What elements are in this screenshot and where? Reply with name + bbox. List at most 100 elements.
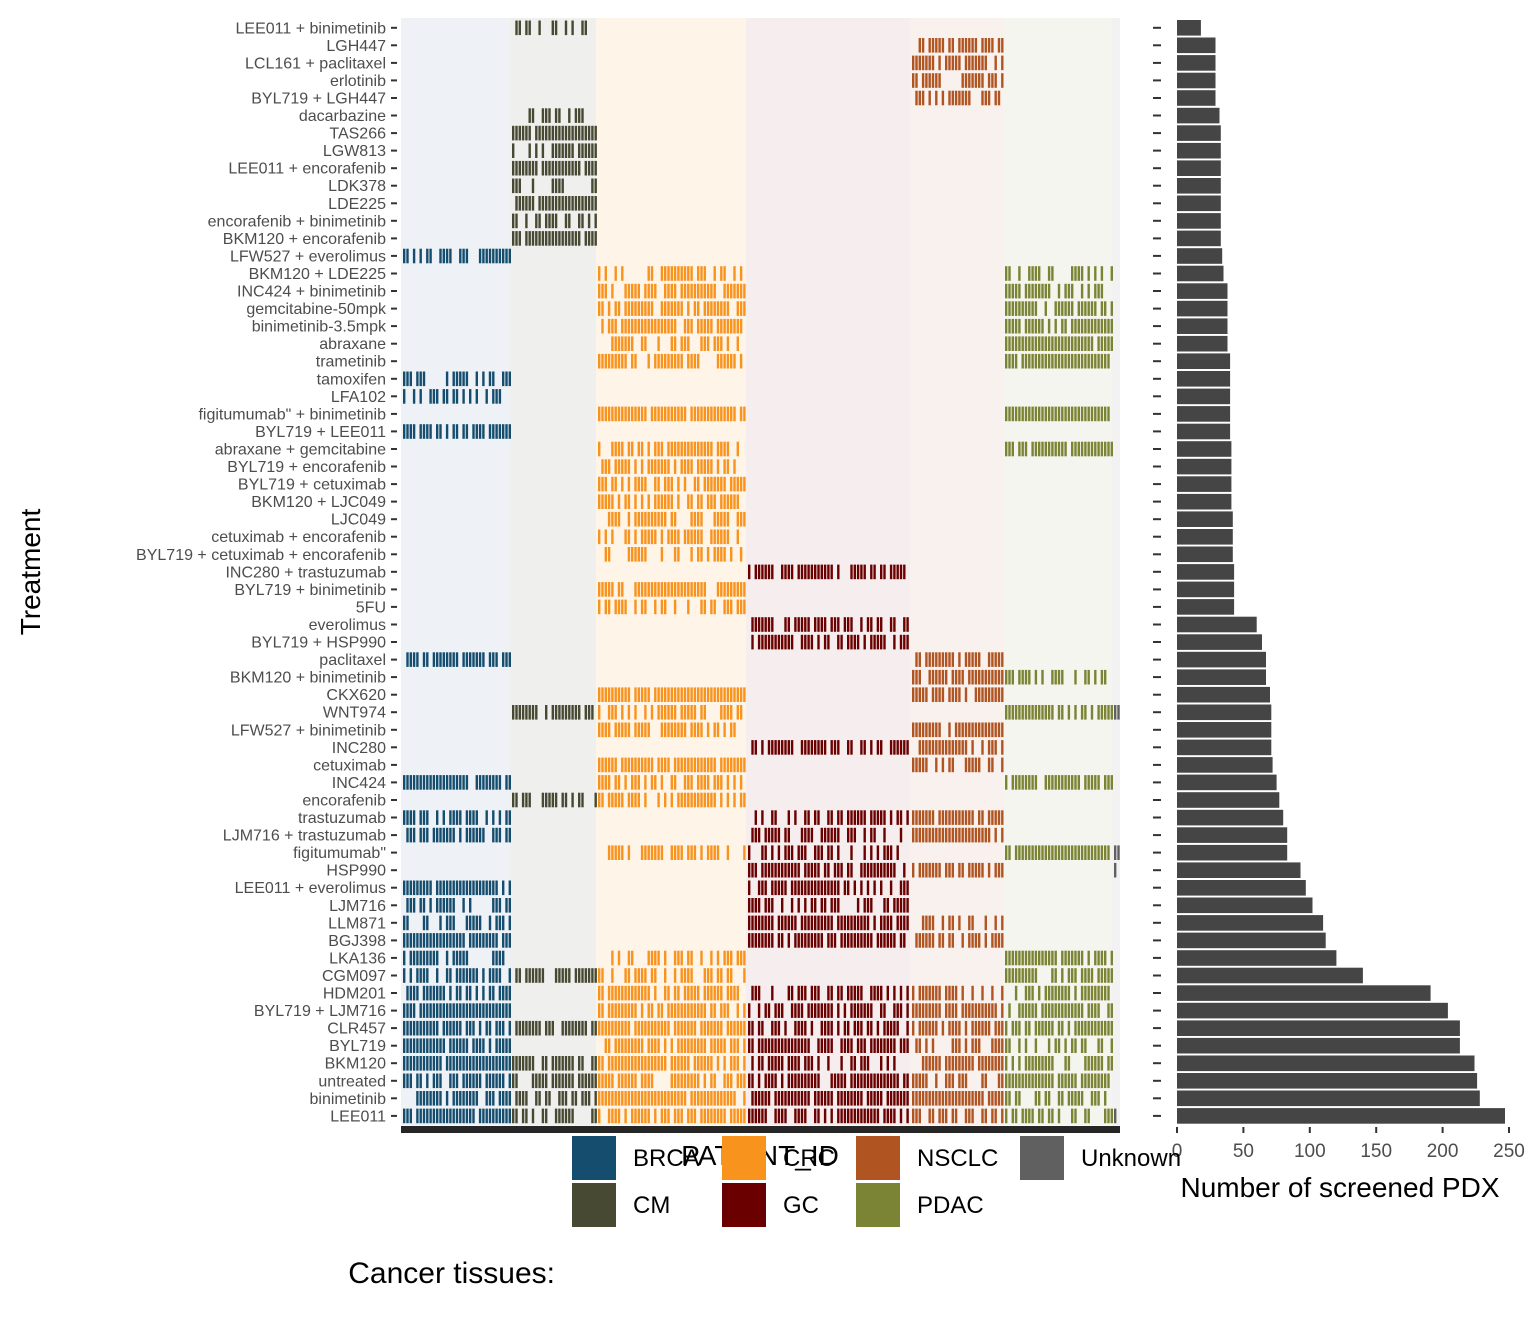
heatmap-cell xyxy=(409,1056,412,1071)
bar-x-tick-label: 250 xyxy=(1493,1141,1525,1162)
heatmap-cell xyxy=(436,775,439,790)
heatmap-cell xyxy=(611,757,614,773)
heatmap-cell xyxy=(978,722,981,738)
treatment-label: HDM201 xyxy=(323,986,386,1003)
heatmap-cell xyxy=(581,968,584,983)
heatmap-cell xyxy=(1051,441,1054,457)
heatmap-cell xyxy=(419,810,422,825)
heatmap-cell xyxy=(918,985,921,1001)
heatmap-cell xyxy=(584,143,587,158)
heatmap-cell xyxy=(710,1108,713,1124)
heatmap-cell xyxy=(1041,441,1044,457)
heatmap-cell xyxy=(730,582,733,597)
heatmap-cell xyxy=(889,564,893,580)
heatmap-cell xyxy=(820,740,823,755)
heatmap-cell xyxy=(657,459,660,474)
heatmap-cell xyxy=(465,1056,469,1071)
heatmap-cell xyxy=(670,301,673,316)
heatmap-cell xyxy=(627,511,631,527)
heatmap-cell xyxy=(1097,318,1100,334)
heatmap-cell xyxy=(954,669,958,685)
heatmap-cell xyxy=(624,529,627,545)
heatmap-cell xyxy=(528,143,531,158)
heatmap-cell xyxy=(650,757,654,773)
heatmap-cell xyxy=(860,862,863,878)
heatmap-cell xyxy=(700,1003,703,1018)
heatmap-cell xyxy=(627,1091,631,1106)
heatmap-cell xyxy=(442,880,445,896)
heatmap-cell xyxy=(906,898,909,913)
heatmap-cell xyxy=(502,424,505,439)
heatmap-cell xyxy=(1094,283,1097,299)
heatmap-cell xyxy=(1014,406,1018,422)
heatmap-cell xyxy=(1034,1020,1038,1036)
heatmap-cell xyxy=(987,38,991,53)
heatmap-cell xyxy=(850,845,853,860)
heatmap-cell xyxy=(512,213,515,229)
heatmap-cell xyxy=(1011,669,1014,685)
heatmap-cell xyxy=(994,73,997,88)
heatmap-cell xyxy=(667,1091,670,1106)
heatmap-cell xyxy=(564,213,568,229)
heatmap-cell xyxy=(624,1108,627,1124)
heatmap-cell xyxy=(817,634,820,650)
heatmap-cell xyxy=(1080,968,1084,983)
bar-x-tick-label: 200 xyxy=(1427,1141,1459,1162)
heatmap-cell xyxy=(1094,301,1097,316)
heatmap-cell xyxy=(997,90,1001,106)
heatmap-cell xyxy=(961,933,964,948)
heatmap-cell xyxy=(751,617,754,632)
heatmap-cell xyxy=(1028,406,1031,422)
heatmap-cell xyxy=(850,985,853,1001)
heatmap-cell xyxy=(1051,1056,1054,1071)
heatmap-cell xyxy=(1094,318,1097,334)
heatmap-cell xyxy=(551,705,554,720)
heatmap-cell xyxy=(847,634,850,650)
heatmap-cell xyxy=(657,792,660,808)
heatmap-cell xyxy=(455,371,459,387)
heatmap-cell xyxy=(422,1003,426,1018)
heatmap-cell xyxy=(564,143,568,158)
heatmap-cell xyxy=(455,933,459,948)
heatmap-cell xyxy=(515,792,518,808)
heatmap-cell xyxy=(928,722,931,738)
heatmap-cell xyxy=(700,687,703,702)
heatmap-cell xyxy=(1038,1020,1041,1036)
heatmap-cell xyxy=(528,20,531,36)
heatmap-cell xyxy=(1074,985,1077,1001)
heatmap-cell xyxy=(465,880,469,896)
heatmap-cell xyxy=(640,511,644,527)
heatmap-cell xyxy=(578,231,581,246)
heatmap-cell xyxy=(1008,441,1011,457)
heatmap-cell xyxy=(584,1073,587,1089)
heatmap-cell xyxy=(710,406,713,422)
heatmap-cell xyxy=(1087,266,1090,281)
heatmap-cell xyxy=(733,318,736,334)
treatment-label: BGJ398 xyxy=(328,933,386,950)
heatmap-cell xyxy=(482,1038,485,1053)
heatmap-cell xyxy=(1057,1073,1061,1089)
heatmap-cell xyxy=(912,827,915,843)
heatmap-cell xyxy=(1094,441,1097,457)
heatmap-cell xyxy=(673,406,677,422)
heatmap-cell xyxy=(981,55,984,71)
heatmap-cell xyxy=(545,196,548,211)
heatmap-cell xyxy=(1014,301,1018,316)
heatmap-cell xyxy=(1041,1108,1044,1124)
heatmap-cell xyxy=(1084,301,1087,316)
heatmap-cell xyxy=(716,775,720,790)
heatmap-cell xyxy=(730,1073,733,1089)
heatmap-cell xyxy=(797,862,800,878)
heatmap-cell xyxy=(412,424,416,439)
heatmap-cell xyxy=(693,529,697,545)
heatmap-cell xyxy=(1001,1073,1004,1089)
heatmap-cell xyxy=(1090,1020,1094,1036)
heatmap-cell xyxy=(551,1056,554,1071)
heatmap-cell xyxy=(1071,1038,1074,1053)
heatmap-cell xyxy=(958,862,961,878)
heatmap-cell xyxy=(422,898,426,913)
heatmap-row xyxy=(515,20,587,36)
heatmap-cell xyxy=(462,371,465,387)
heatmap-cell xyxy=(856,915,860,931)
heatmap-cell xyxy=(664,266,667,281)
